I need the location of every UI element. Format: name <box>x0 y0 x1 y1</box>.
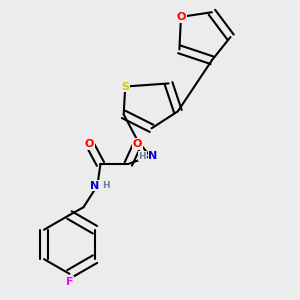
Text: H: H <box>102 181 110 190</box>
Text: F: F <box>66 277 73 286</box>
Text: S: S <box>121 82 129 92</box>
Text: O: O <box>133 139 142 149</box>
Text: N: N <box>90 181 99 190</box>
Text: N: N <box>148 151 158 161</box>
Text: H: H <box>138 152 146 161</box>
Text: O: O <box>85 139 94 149</box>
Text: O: O <box>176 12 186 22</box>
